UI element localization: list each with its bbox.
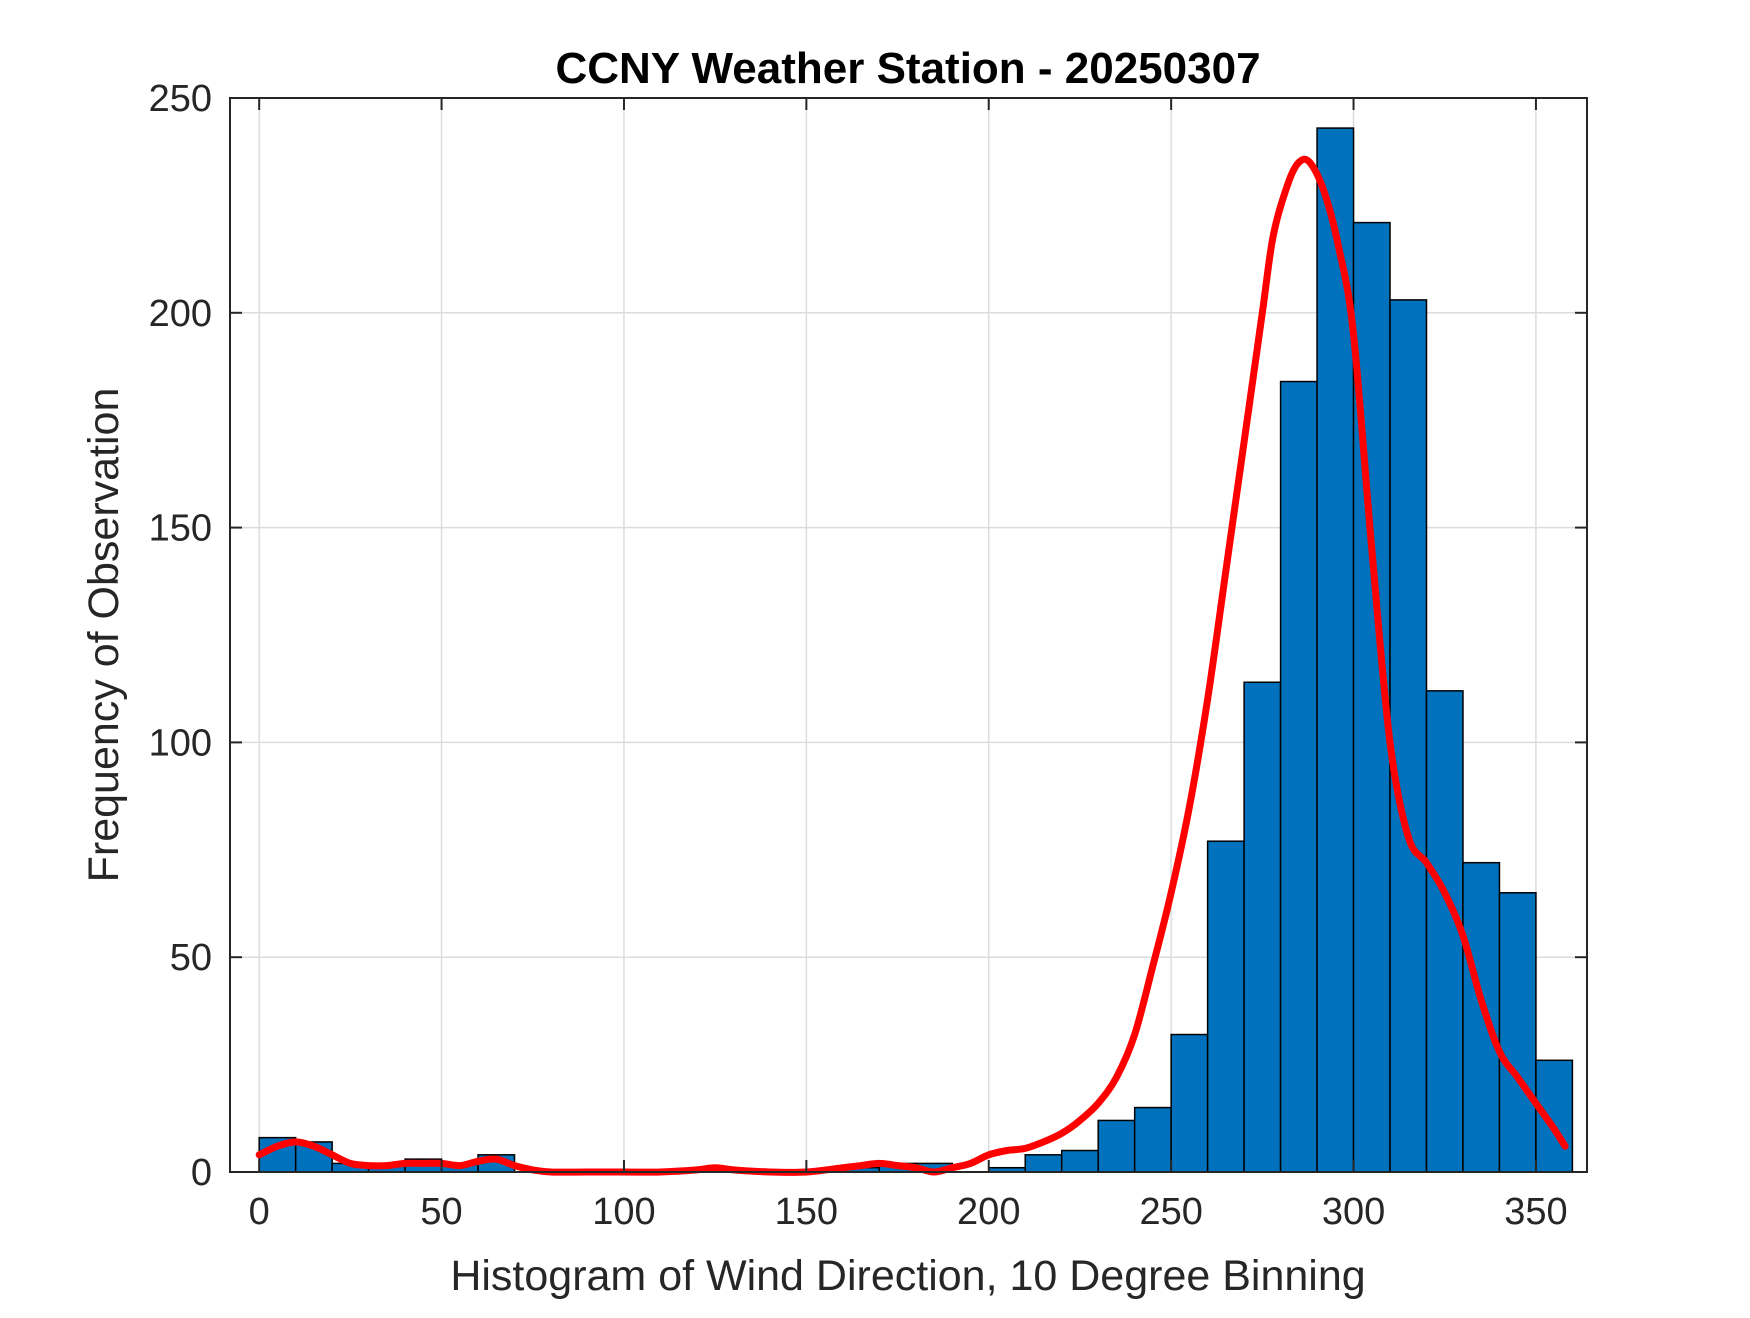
y-tick-label: 100 <box>149 722 212 764</box>
y-tick-labels: 0 50 100 150 200 250 <box>149 78 212 1194</box>
chart-title: CCNY Weather Station - 20250307 <box>555 44 1260 93</box>
axes-box <box>229 97 1588 1173</box>
histogram-bar <box>1024 1154 1063 1173</box>
histogram-bars <box>258 127 1574 1173</box>
histogram-bar <box>1133 1106 1172 1173</box>
histogram-bar <box>1170 1033 1209 1173</box>
histogram-bar <box>1243 681 1282 1173</box>
y-tick-label: 200 <box>149 293 212 335</box>
x-tick-labels: 0 50 100 150 200 250 300 350 <box>249 1191 1568 1233</box>
x-tick-label: 300 <box>1322 1191 1385 1233</box>
x-tick-label: 150 <box>775 1191 838 1233</box>
histogram-bar <box>1498 892 1537 1173</box>
x-tick-label: 250 <box>1139 1191 1202 1233</box>
x-tick-label: 0 <box>249 1191 270 1233</box>
y-tick-label: 150 <box>149 508 212 550</box>
x-tick-label: 50 <box>420 1191 462 1233</box>
histogram-bar <box>1097 1119 1136 1173</box>
histogram-bar <box>1389 299 1428 1173</box>
y-tick-label: 50 <box>170 937 212 979</box>
histogram-bar <box>1462 861 1501 1173</box>
y-tick-label: 0 <box>191 1152 212 1194</box>
x-tick-label: 350 <box>1504 1191 1567 1233</box>
y-axis-label: Frequency of Observation <box>80 388 128 883</box>
histogram-bar <box>1425 690 1464 1173</box>
x-tick-label: 200 <box>957 1191 1020 1233</box>
smoothed-fit-line <box>255 155 1569 1176</box>
x-axis-label: Histogram of Wind Direction, 10 Degree B… <box>450 1252 1365 1300</box>
histogram-bar <box>1535 1059 1574 1173</box>
y-tick-label: 250 <box>149 78 212 120</box>
histogram-bar <box>1206 840 1245 1173</box>
histogram-bar <box>1060 1149 1099 1173</box>
x-tick-label: 100 <box>592 1191 655 1233</box>
fit-curve-layer <box>255 155 1569 1176</box>
axis-ticks <box>230 97 1587 1173</box>
histogram-bar <box>1279 380 1318 1173</box>
